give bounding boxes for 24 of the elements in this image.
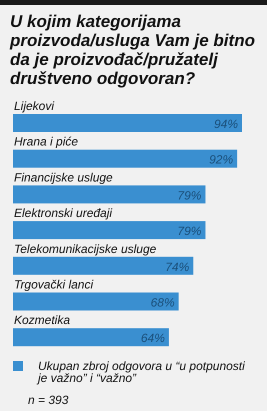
y-tick-label: Elektronski uređaji (14, 206, 112, 220)
y-tick-label: Hrana i piće (14, 134, 78, 149)
bar (13, 114, 242, 132)
bar (13, 328, 169, 346)
data-label: 79% (177, 224, 202, 238)
y-tick-label: Lijekovi (14, 99, 54, 113)
legend-label: Ukupan zbroj odgovora u “u potpunosti je važno” i “važno” (36, 359, 246, 385)
y-tick-label: Trgovački lanci (14, 278, 94, 292)
y-tick-label: Kozmetika (14, 313, 70, 328)
bar (13, 185, 206, 204)
data-label: 92% (209, 152, 234, 167)
bar (13, 292, 179, 310)
bar (13, 256, 194, 275)
data-label: 94% (214, 117, 238, 131)
chart-title: U kojim kategorijama proizvoda/usluga Vam je bitno da je proizvođač/pružatelj društveno odgovoran? (9, 12, 255, 88)
data-label: 64% (140, 331, 166, 346)
data-label: 74% (165, 260, 190, 274)
text: n = 393 (28, 393, 69, 407)
data-label: 68% (150, 296, 175, 310)
y-tick-label: Financijske usluge (14, 170, 114, 184)
data-label: 79% (177, 188, 202, 202)
bar (13, 221, 206, 240)
y-tick-label: Telekomunikacijske usluge (14, 242, 157, 256)
bar (13, 150, 238, 168)
